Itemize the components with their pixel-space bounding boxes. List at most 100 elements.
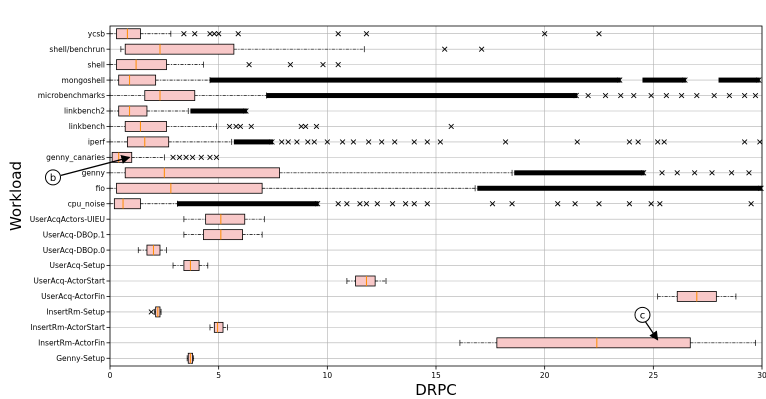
iqr-box [355, 275, 376, 287]
outlier-marker [198, 154, 204, 161]
outlier-marker [661, 139, 667, 145]
iqr-box [203, 229, 243, 241]
outlier-marker [335, 31, 341, 37]
iqr-box [126, 136, 170, 148]
outlier-marker [389, 201, 396, 207]
category-label: mongoshell [62, 76, 105, 85]
outlier-marker [243, 108, 249, 114]
outlier-marker [374, 201, 381, 207]
box-group [183, 213, 265, 225]
outlier-marker [585, 92, 591, 99]
outlier-marker [741, 92, 748, 99]
outlier-marker [285, 139, 291, 145]
outlier-marker [674, 170, 680, 176]
x-tick-label: 10 [323, 371, 333, 380]
outlier-marker [437, 139, 444, 145]
box-group [109, 105, 249, 117]
outlier-marker [215, 31, 222, 37]
dense-outlier-band [209, 77, 621, 83]
outlier-marker [424, 201, 431, 207]
outlier-marker [363, 31, 370, 37]
outlier-marker [211, 31, 218, 37]
outlier-marker [509, 201, 515, 207]
outlier-marker [357, 201, 363, 207]
outlier-marker [626, 201, 633, 207]
box-group [120, 43, 485, 55]
x-tick-label: 30 [757, 371, 766, 380]
dense-outlier-band [642, 77, 686, 83]
category-label: Genny-Setup [56, 354, 105, 363]
outlier-marker [596, 201, 602, 207]
category-label: shell [88, 60, 105, 69]
outlier-marker [682, 77, 688, 83]
box-group [109, 90, 759, 101]
box-group [109, 167, 752, 179]
iqr-box [496, 337, 691, 349]
outlier-marker [709, 170, 715, 176]
outlier-marker [678, 92, 685, 99]
outlier-marker [502, 139, 509, 145]
outlier-marker [728, 170, 735, 176]
iqr-box [116, 59, 167, 71]
outlier-marker [755, 77, 762, 83]
x-tick-label: 15 [431, 371, 441, 380]
outlier-marker [237, 123, 244, 130]
category-label: InsertRm-ActorStart [30, 323, 105, 332]
outlier-marker [314, 200, 321, 207]
outlier-marker [752, 92, 759, 99]
dense-outlier-band [190, 108, 247, 114]
dense-outlier-band [233, 139, 273, 145]
category-label: iperf [88, 138, 106, 147]
box-group [346, 275, 387, 287]
outlier-marker [233, 123, 239, 130]
outlier-marker [448, 123, 454, 130]
dense-outlier-band [477, 185, 762, 191]
iqr-box [116, 182, 263, 194]
outlier-marker [339, 139, 346, 145]
x-tick-label: 20 [540, 371, 550, 380]
category-label: cpu_noise [68, 199, 106, 208]
outlier-marker [320, 61, 326, 68]
outlier-marker [626, 139, 633, 145]
outlier-marker [305, 139, 311, 145]
annotation-label: b [50, 173, 56, 184]
outlier-marker [235, 31, 241, 37]
outlier-marker [711, 92, 717, 99]
outlier-marker [411, 201, 417, 207]
category-label: UserAcq-ActorFin [41, 292, 105, 301]
category-label: microbenchmarks [38, 91, 105, 100]
outlier-marker [298, 123, 304, 130]
outlier-marker [226, 123, 233, 130]
outlier-marker [278, 139, 285, 145]
outlier-marker [758, 185, 764, 192]
box-group [186, 352, 195, 364]
outlier-marker [659, 170, 665, 176]
annotation-arrow [60, 155, 131, 176]
outlier-marker [363, 201, 370, 207]
box-group [109, 198, 754, 210]
outlier-marker [663, 92, 670, 99]
grid-layer [109, 26, 763, 366]
outlier-marker [402, 201, 409, 207]
category-label: fio [96, 184, 106, 193]
category-label: UserAcq-Setup [49, 261, 105, 270]
iqr-box [124, 121, 167, 132]
outlier-marker [192, 31, 198, 37]
outlier-marker [573, 92, 579, 99]
box-group [109, 182, 764, 194]
dense-outlier-band [177, 201, 319, 207]
iqr-box [205, 213, 246, 225]
outlier-marker [207, 154, 213, 161]
outlier-marker [213, 154, 220, 161]
x-axis-label: DRPC [415, 381, 457, 399]
category-label: UserAcq-DBOp.0 [43, 246, 106, 255]
outlier-marker [424, 139, 431, 145]
outlier-marker [294, 139, 300, 145]
category-label: linkbench [69, 122, 106, 131]
outlier-marker [640, 169, 647, 176]
box-group [109, 28, 602, 40]
outlier-marker [311, 139, 318, 145]
outlier-marker [654, 139, 661, 145]
outlier-marker [324, 139, 331, 145]
